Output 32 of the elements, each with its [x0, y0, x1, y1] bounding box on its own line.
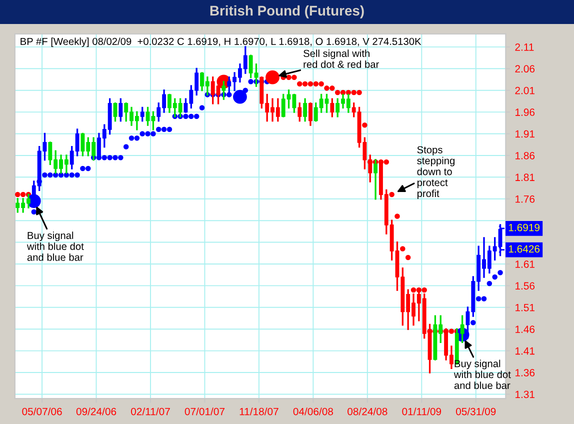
x-tick-label: 05/07/06 [22, 408, 62, 416]
y-tick-label: 1.61 [516, 260, 534, 268]
chart-title: British Pound (Futures) [210, 5, 364, 18]
annotation: 1.6426 [508, 245, 540, 253]
annotation: 1.6919 [508, 224, 540, 232]
x-tick-label: 07/01/07 [184, 408, 224, 416]
x-tick-label: 04/06/08 [293, 408, 334, 416]
y-tick-label: 1.41 [516, 347, 534, 355]
x-tick-label: 01/11/09 [402, 408, 442, 416]
y-tick-label: 2.06 [515, 65, 535, 73]
y-tick-label: 1.81 [516, 174, 534, 182]
y-tick-label: 1.76 [516, 195, 535, 203]
y-tick-label: 1.96 [516, 108, 535, 116]
annotation: Sell signal with red dot & red bar [304, 50, 379, 68]
annotation: Buy signal with blue dot and blue bar [454, 360, 511, 390]
x-tick-label: 09/24/06 [76, 408, 116, 416]
y-tick-label: 1.86 [516, 152, 535, 160]
y-tick-label: 1.56 [516, 282, 535, 290]
y-tick-label: 2.01 [515, 86, 534, 94]
x-tick-label: 08/24/08 [348, 408, 388, 416]
y-tick-label: 1.36 [516, 369, 535, 376]
x-tick-label: 11/18/07 [240, 408, 278, 416]
y-tick-label: 1.51 [516, 304, 534, 312]
annotation: Buy signal with blue dot and blue bar [26, 232, 84, 261]
y-tick-label: 1.46 [516, 326, 535, 333]
y-tick-label: 2.11 [515, 43, 534, 51]
annotation: Stops stepping down to protect profit [417, 146, 454, 200]
y-tick-label: 1.91 [516, 130, 534, 138]
chart-subtitle: BP #F [Weekly] 08/02/09 +0.0232 C 1.6919, H 1.6970, L 1.6918, O 1.6918, V 274.5130K [20, 38, 422, 48]
x-tick-label: 02/11/07 [131, 408, 170, 416]
y-tick-label: 1.31 [516, 390, 534, 398]
x-tick-label: 05/31/09 [456, 408, 496, 416]
